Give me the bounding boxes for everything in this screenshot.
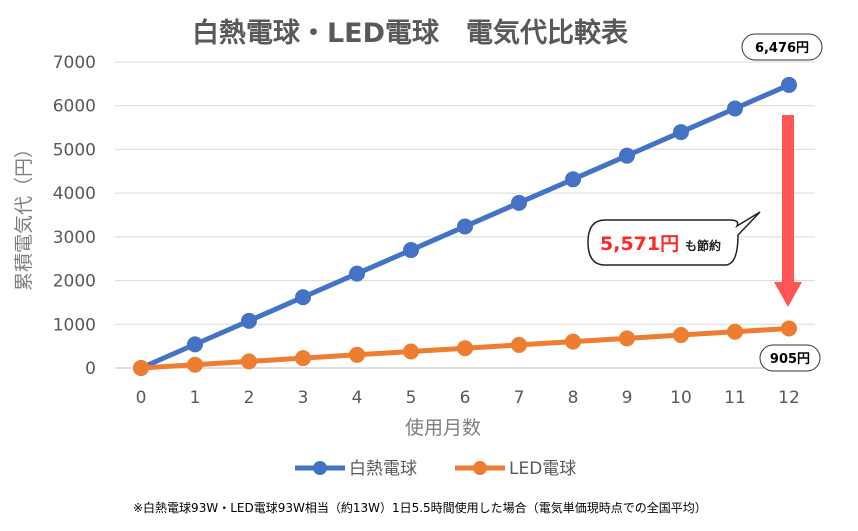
chart-title: 白熱電球・LED電球 電気代比較表 [192, 17, 628, 49]
y-tick-label: 2000 [53, 272, 96, 292]
svg-text:905円: 905円 [770, 352, 810, 367]
x-tick-label: 12 [778, 388, 800, 408]
data-point [295, 350, 311, 367]
y-tick-label: 1000 [53, 315, 96, 335]
data-point [241, 312, 257, 329]
data-point [241, 353, 257, 370]
x-tick-label: 11 [724, 388, 746, 408]
data-point [781, 76, 797, 93]
x-tick-label: 10 [670, 388, 692, 408]
y-tick-label: 6000 [53, 97, 96, 117]
data-point [673, 124, 689, 141]
savings-arrow [774, 115, 802, 307]
y-tick-label: 5000 [53, 140, 96, 160]
y-axis-title: 累積電気代（円） [13, 139, 35, 291]
x-axis-title: 使用月数 [405, 417, 481, 439]
footnote: ※白熱電球93W・LED電球93W相当（約13W）1日5.5時間使用した場合（電… [133, 500, 707, 515]
legend-marker [473, 461, 487, 475]
x-tick-label: 5 [406, 388, 417, 408]
legend-marker [313, 461, 327, 475]
data-point [727, 323, 743, 340]
data-point [295, 289, 311, 306]
data-point [565, 333, 581, 350]
data-point [727, 100, 743, 117]
data-point [349, 346, 365, 363]
led-end-label: 905円 [759, 344, 821, 372]
data-point [349, 265, 365, 282]
data-point [619, 147, 635, 164]
x-tick-label: 4 [352, 388, 363, 408]
savings-amount: 5,571円 [600, 233, 679, 255]
data-point [511, 194, 527, 211]
data-point [511, 336, 527, 353]
data-point [781, 320, 797, 337]
data-point [403, 343, 419, 360]
x-tick-label: 8 [568, 388, 579, 408]
incandescent-end-label: 6,476円 [741, 33, 823, 61]
x-tick-label: 6 [460, 388, 471, 408]
legend-label: LED電球 [509, 459, 576, 479]
legend-label: 白熱電球 [349, 459, 417, 479]
data-point [619, 330, 635, 347]
svg-text:6,476円: 6,476円 [755, 41, 809, 56]
x-tick-label: 1 [190, 388, 201, 408]
x-tick-label: 3 [298, 388, 309, 408]
savings-suffix: も節約 [685, 238, 721, 253]
x-tick-label: 7 [514, 388, 525, 408]
savings-callout: 5,571円 も節約 [587, 211, 761, 266]
data-point [565, 171, 581, 188]
y-tick-label: 4000 [53, 184, 96, 204]
data-point [457, 218, 473, 235]
y-tick-label: 7000 [53, 53, 96, 73]
x-tick-label: 2 [244, 388, 255, 408]
data-point [187, 336, 203, 353]
y-tick-label: 0 [85, 359, 96, 379]
data-point [403, 242, 419, 259]
data-point [133, 360, 149, 376]
data-point [457, 340, 473, 357]
x-tick-label: 0 [136, 388, 147, 408]
data-point [187, 356, 203, 373]
x-tick-label: 9 [622, 388, 633, 408]
y-tick-label: 3000 [53, 228, 96, 248]
data-point [673, 327, 689, 344]
